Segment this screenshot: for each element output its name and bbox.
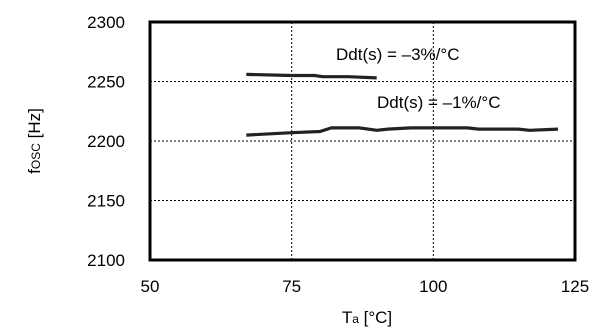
y-tick-label: 2300: [87, 13, 125, 32]
x-tick-label: 125: [561, 277, 589, 296]
plot-frame: [148, 20, 577, 262]
series-line-2: [246, 126, 559, 137]
gridlines: [150, 22, 575, 260]
series-line-1: [246, 72, 377, 80]
tick-labels: 50 75 100 125 2100 2150 2200 2250 2300: [87, 13, 589, 296]
annotation-series-1: Ddt(s) = –3%/°C: [336, 45, 459, 64]
x-tick-label: 50: [141, 277, 160, 296]
x-tick-label: 75: [282, 277, 301, 296]
y-tick-label: 2150: [87, 192, 125, 211]
y-tick-label: 2200: [87, 132, 125, 151]
x-axis-title: Ta [°C]: [342, 308, 392, 327]
y-tick-label: 2250: [87, 73, 125, 92]
x-tick-label: 100: [419, 277, 447, 296]
y-tick-label: 2100: [87, 251, 125, 270]
annotation-series-2: Ddt(s) = –1%/°C: [377, 93, 500, 112]
series-lines: [246, 72, 559, 137]
y-axis-title: fOSC [Hz]: [25, 108, 44, 174]
